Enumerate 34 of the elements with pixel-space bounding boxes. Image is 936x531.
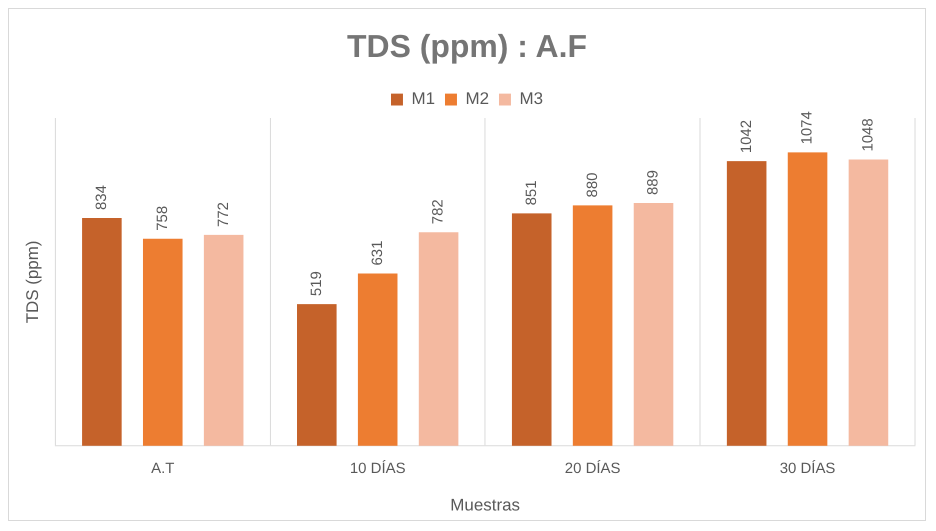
bar xyxy=(297,304,337,446)
y-axis-title: TDS (ppm) xyxy=(22,240,42,324)
x-tick-label: A.T xyxy=(151,460,174,477)
x-tick-label: 20 DÍAS xyxy=(564,460,620,477)
x-axis-title: Muestras xyxy=(450,496,520,515)
data-label: 1048 xyxy=(860,118,877,152)
data-label: 851 xyxy=(522,180,540,206)
x-tick-label: 30 DÍAS xyxy=(780,460,836,477)
bar xyxy=(572,205,612,446)
bar xyxy=(358,273,398,446)
chart-title: TDS (ppm) : A.F xyxy=(347,28,587,64)
data-label: 889 xyxy=(644,170,662,195)
data-label: 782 xyxy=(430,199,447,224)
data-label: 631 xyxy=(368,240,386,266)
x-tick-label: 10 DÍAS xyxy=(350,460,406,477)
data-label: 772 xyxy=(214,202,232,227)
bar xyxy=(788,152,828,446)
bar xyxy=(142,238,183,446)
bar xyxy=(82,218,122,446)
bar xyxy=(512,213,552,446)
legend-label: M3 xyxy=(519,89,543,108)
bar xyxy=(726,161,766,446)
legend-label: M1 xyxy=(411,89,435,108)
bar xyxy=(848,160,888,446)
data-label: 834 xyxy=(92,185,110,210)
legend-label: M2 xyxy=(465,89,489,108)
data-label: 758 xyxy=(154,206,171,231)
bar xyxy=(634,202,674,446)
bar xyxy=(204,234,244,446)
bar xyxy=(418,232,458,446)
data-label: 1074 xyxy=(798,111,816,144)
data-label: 1042 xyxy=(738,120,755,154)
data-label: 880 xyxy=(584,172,601,198)
data-label: 519 xyxy=(308,271,325,296)
